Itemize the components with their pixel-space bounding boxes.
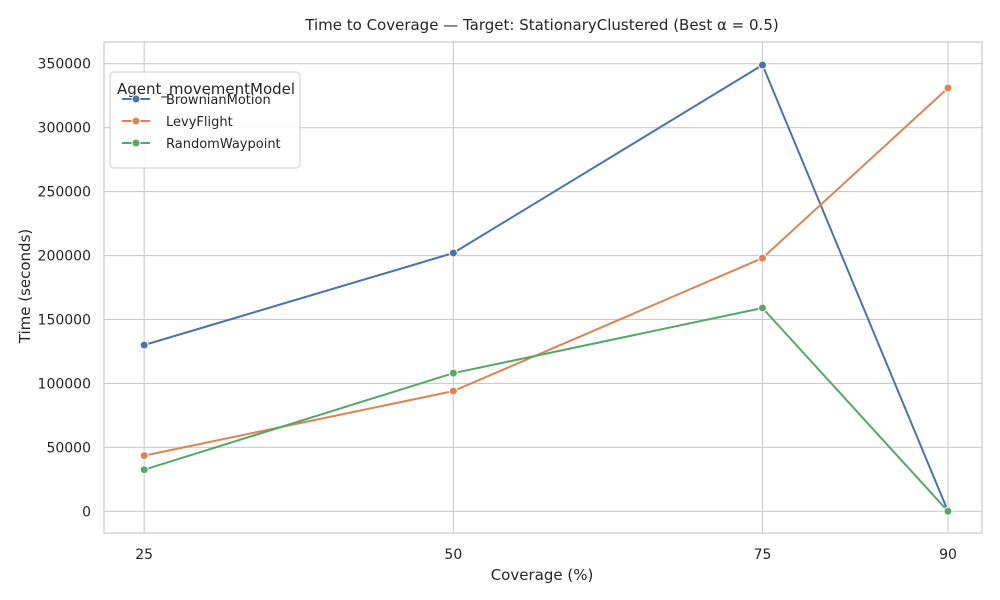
legend-marker-randomwaypoint xyxy=(131,138,141,148)
legend-marker-levyflight xyxy=(131,116,141,126)
data-point-randomwaypoint xyxy=(943,506,953,516)
x-tick-label: 50 xyxy=(444,547,462,563)
legend-items: BrownianMotion LevyFlight RandomWaypoint xyxy=(122,93,281,152)
series-lines xyxy=(139,60,953,516)
data-point-randomwaypoint xyxy=(139,465,149,475)
y-tick-label: 300000 xyxy=(38,121,91,137)
y-tick-label: 250000 xyxy=(38,185,91,201)
y-tick-label: 0 xyxy=(82,504,91,520)
data-point-levyflight xyxy=(943,83,953,93)
data-point-randomwaypoint xyxy=(758,303,767,313)
x-axis-title: Coverage (%) xyxy=(491,566,594,584)
series-line-levyflight xyxy=(143,87,949,457)
legend: Agent_movementModel BrownianMotion LevyFl… xyxy=(109,71,301,169)
data-point-brownianmotion xyxy=(139,340,149,350)
x-tick-label: 25 xyxy=(135,547,153,563)
y-tick-label: 200000 xyxy=(38,249,91,265)
series-line-randomwaypoint xyxy=(143,307,949,513)
x-tick-labels: 25 50 75 90 xyxy=(135,547,957,563)
data-point-levyflight xyxy=(139,451,149,461)
data-point-randomwaypoint xyxy=(448,368,458,378)
y-tick-label: 150000 xyxy=(38,312,91,328)
legend-title: Agent_movementModel xyxy=(117,80,295,99)
x-tick-label: 90 xyxy=(939,547,957,563)
legend-box xyxy=(109,71,301,169)
y-axis-title: Time (seconds) xyxy=(16,229,34,345)
data-point-levyflight xyxy=(758,253,767,263)
y-tick-label: 100000 xyxy=(38,376,91,392)
data-point-brownianmotion xyxy=(448,248,458,258)
chart-title: Time to Coverage — Target: StationaryClu… xyxy=(304,16,778,34)
series-line-brownianmotion xyxy=(143,64,949,513)
legend-label-levyflight: LevyFlight xyxy=(166,115,233,130)
y-tick-labels: 0 50000 100000 150000 200000 250000 300000 3500… xyxy=(38,57,91,521)
x-tick-label: 75 xyxy=(754,547,772,563)
data-point-brownianmotion xyxy=(758,60,767,70)
legend-label-randomwaypoint: RandomWaypoint xyxy=(166,137,281,152)
plot-frame xyxy=(103,41,983,534)
y-tick-label: 50000 xyxy=(46,440,91,456)
legend-marker-brownianmotion xyxy=(131,94,141,104)
y-tick-label: 350000 xyxy=(38,57,91,73)
data-point-levyflight xyxy=(448,386,458,396)
legend-label-brownianmotion: BrownianMotion xyxy=(166,93,271,108)
